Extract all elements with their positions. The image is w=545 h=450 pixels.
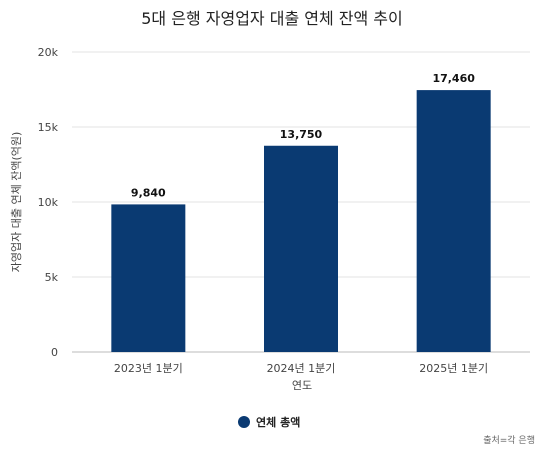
bar xyxy=(416,90,491,352)
x-axis-title: 연도 xyxy=(292,379,312,392)
legend: 연체 총액 xyxy=(238,415,300,429)
source-note: 출처=각 은행 xyxy=(483,434,535,446)
y-axis-title: 자영업자 대출 연체 잔액(억원) xyxy=(10,132,23,273)
y-axis-ticks: 0 5k 10k 15k 20k xyxy=(38,46,59,359)
bars xyxy=(111,90,491,352)
x-axis-ticks: 2023년 1분기 2024년 1분기 2025년 1분기 xyxy=(114,362,488,375)
bar-value-label: 17,460 xyxy=(432,72,475,85)
y-tick-label: 0 xyxy=(51,346,58,359)
y-tick-label: 5k xyxy=(45,271,59,284)
chart-title: 5대 은행 자영업자 대출 연체 잔액 추이 xyxy=(141,9,403,28)
y-tick-label: 15k xyxy=(38,121,59,134)
y-tick-label: 20k xyxy=(38,46,59,59)
bar-value-labels: 9,840 13,750 17,460 xyxy=(131,72,475,199)
legend-swatch xyxy=(238,416,250,428)
x-tick-label: 2024년 1분기 xyxy=(267,362,336,375)
bar-value-label: 9,840 xyxy=(131,186,166,199)
legend-label: 연체 총액 xyxy=(256,415,300,429)
bar-value-label: 13,750 xyxy=(280,128,323,141)
x-tick-label: 2023년 1분기 xyxy=(114,362,183,375)
y-tick-label: 10k xyxy=(38,196,59,209)
bar xyxy=(264,145,338,352)
x-tick-label: 2025년 1분기 xyxy=(419,362,488,375)
bar xyxy=(111,204,186,352)
